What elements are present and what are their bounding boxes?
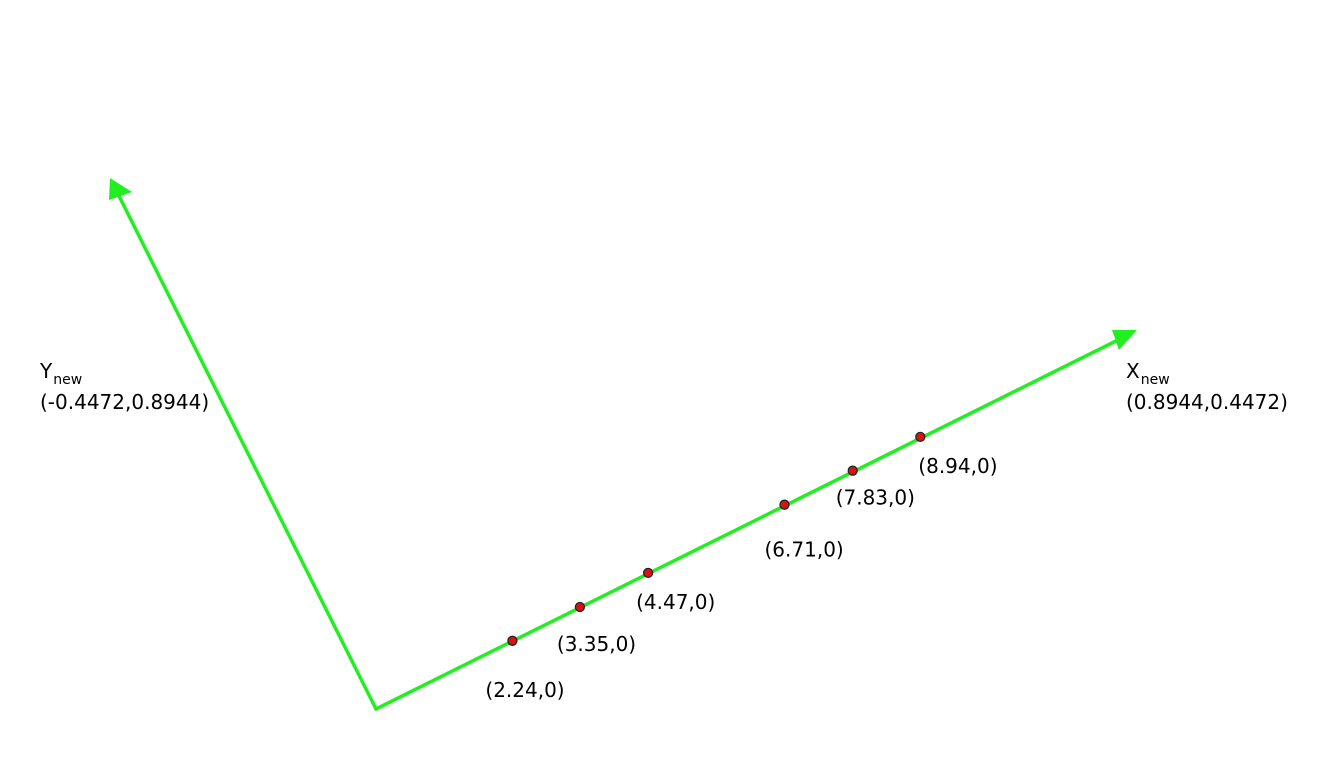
- axis-point: [507, 635, 518, 646]
- point-label: (4.47,0): [636, 590, 715, 614]
- axis-point: [779, 499, 790, 510]
- x-axis-arrowhead: [1112, 330, 1137, 350]
- y-axis-letter: Y: [39, 359, 53, 383]
- axis-point: [642, 567, 654, 579]
- y-axis-subscript: new: [53, 372, 82, 388]
- x-axis-letter: X: [1126, 359, 1140, 383]
- x-axis-label: Xnew (0.8944,0.4472): [1126, 359, 1288, 414]
- x-axis-vector: (0.8944,0.4472): [1126, 390, 1288, 414]
- y-axis-name: Ynew: [39, 359, 82, 388]
- point-label: (3.35,0): [557, 632, 636, 656]
- point-label: (7.83,0): [836, 486, 915, 510]
- y-axis-arrowhead: [109, 178, 132, 200]
- point-label: (8.94,0): [918, 454, 997, 478]
- x-axis-line: [374, 335, 1126, 711]
- axes-layer: [109, 178, 1137, 711]
- x-axis-name: Xnew: [1126, 359, 1170, 388]
- x-axis-subscript: new: [1141, 372, 1170, 388]
- axis-point: [915, 431, 926, 443]
- point-label: (2.24,0): [485, 678, 564, 702]
- point-labels-layer: (2.24,0) (3.35,0)(4.47,0) (6.71,0) (7.83,0)…: [485, 454, 997, 702]
- point-label: (6.71,0): [765, 538, 844, 562]
- y-axis-label: Ynew (-0.4472,0.8944): [39, 359, 209, 414]
- y-axis-vector: (-0.4472,0.8944): [40, 390, 209, 414]
- points-layer: [507, 431, 926, 646]
- axis-point: [574, 601, 586, 613]
- axis-point: [847, 465, 858, 476]
- y-axis-line: [115, 190, 378, 711]
